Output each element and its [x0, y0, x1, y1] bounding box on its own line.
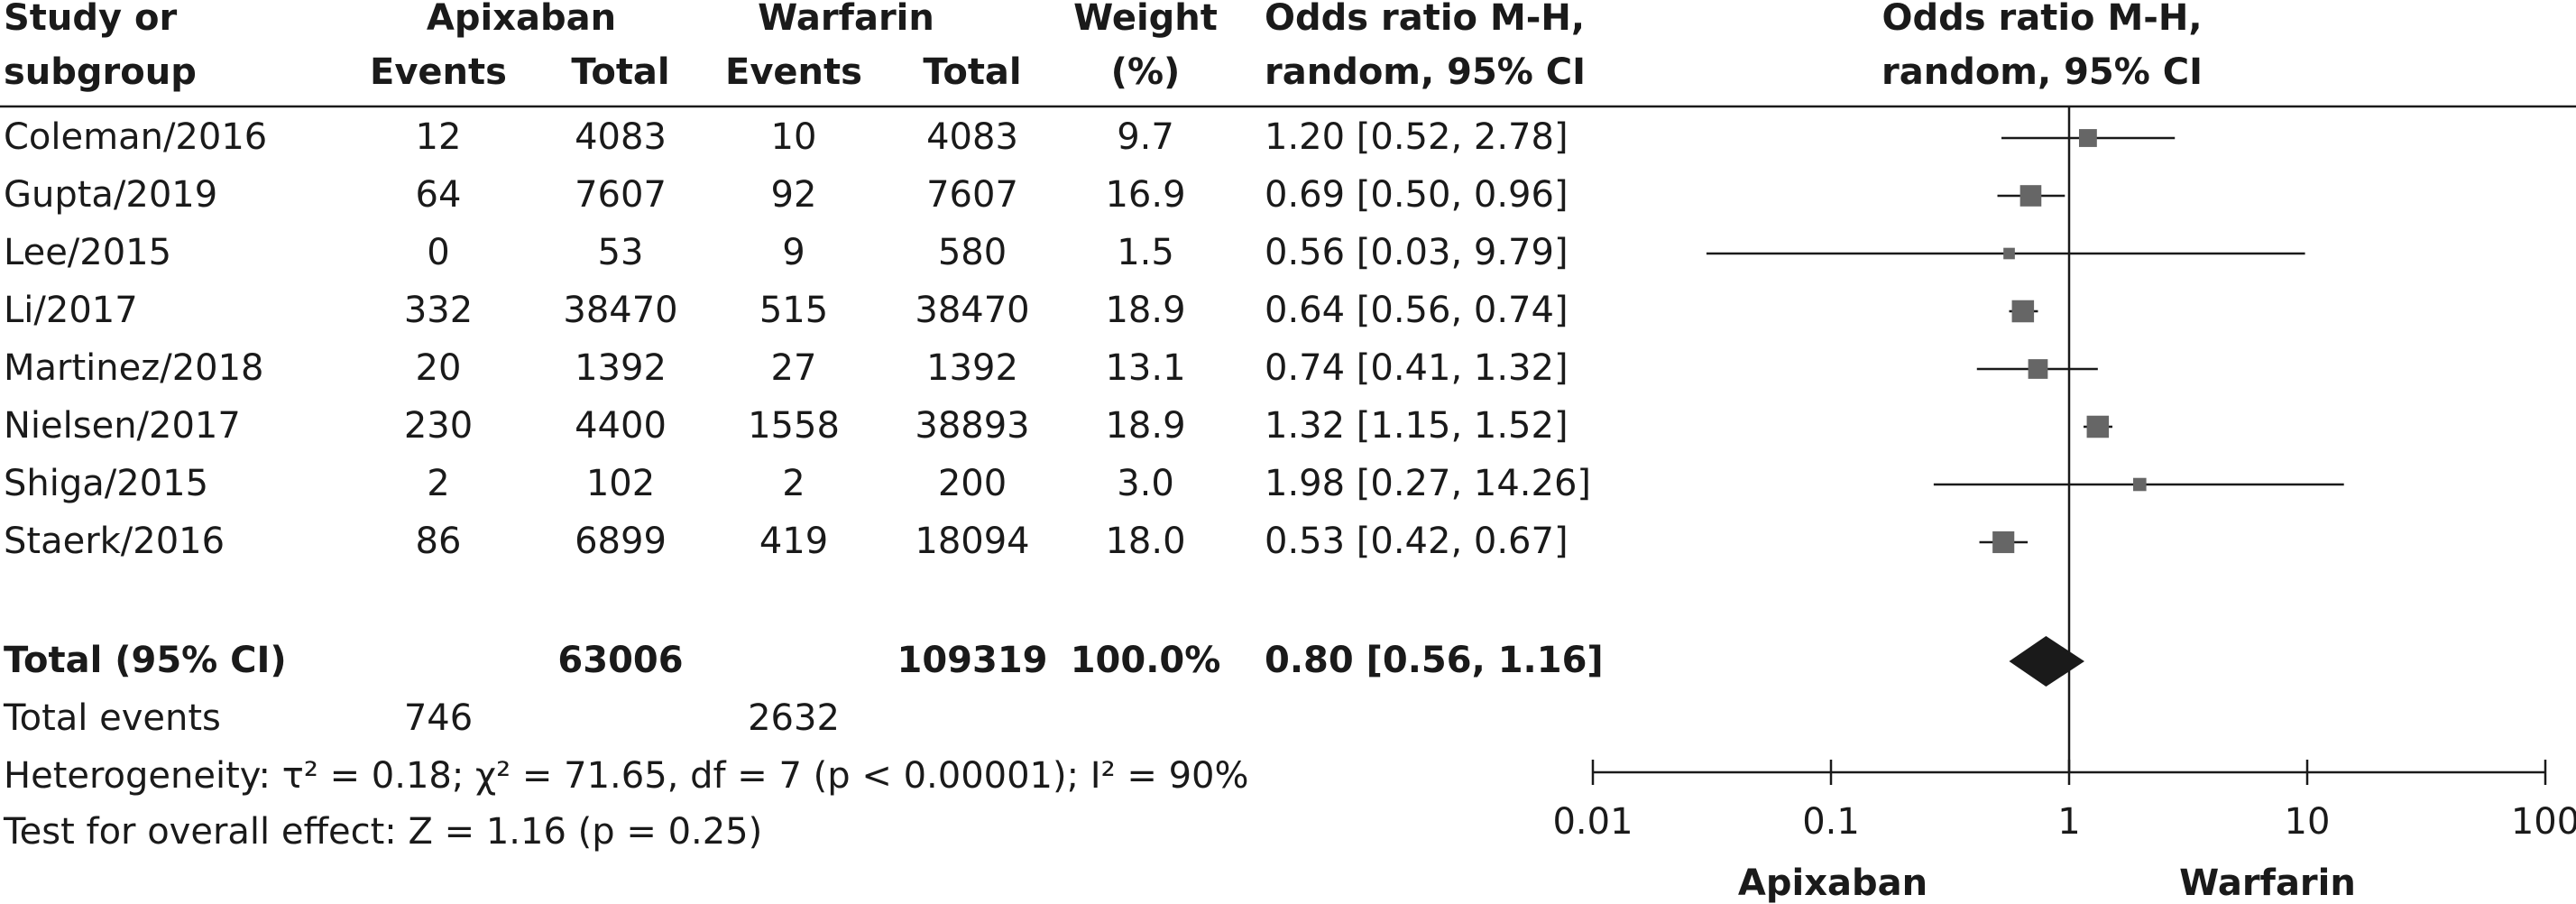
apixaban-total-cell: 7607 — [575, 174, 667, 216]
study-name: Coleman/2016 — [4, 116, 268, 158]
header-study-line2: subgroup — [4, 51, 197, 93]
total-events-label: Total events — [4, 697, 221, 739]
study-name: Staerk/2016 — [4, 521, 225, 562]
weight-cell: 18.9 — [1105, 290, 1186, 331]
warfarin-events-cell: 9 — [782, 232, 805, 273]
odds-ratio-ci-cell: 0.64 [0.56, 0.74] — [1265, 290, 1569, 331]
header-weight-line1: Weight — [1073, 0, 1218, 39]
header-plot-line2: random, 95% CI — [1881, 51, 2203, 93]
study-name: Shiga/2015 — [4, 463, 209, 504]
weight-cell: 9.7 — [1117, 116, 1174, 158]
apixaban-events-cell: 20 — [415, 347, 462, 389]
warfarin-total-cell: 580 — [937, 232, 1007, 273]
favours-left-label: Apixaban — [1738, 862, 1927, 904]
header-or-line1: Odds ratio M-H, — [1265, 0, 1586, 39]
apixaban-events-cell: 2 — [427, 463, 450, 504]
apixaban-grand-total: 63006 — [557, 640, 684, 681]
header-plot-line1: Odds ratio M-H, — [1881, 0, 2203, 39]
x-tick-label: 1 — [2057, 801, 2080, 843]
study-estimate-marker — [2011, 300, 2035, 323]
apixaban-events-cell: 12 — [415, 116, 462, 158]
warfarin-events-cell: 10 — [770, 116, 817, 158]
apixaban-total-cell: 6899 — [575, 521, 667, 562]
warfarin-total-cell: 38470 — [915, 290, 1030, 331]
odds-ratio-ci-cell: 0.53 [0.42, 0.67] — [1265, 521, 1569, 562]
study-estimate-marker — [1992, 530, 2015, 554]
apixaban-total-events: 746 — [403, 697, 474, 739]
apixaban-events-cell: 86 — [415, 521, 462, 562]
header-study-line1: Study or — [4, 0, 178, 39]
warfarin-events-cell: 27 — [770, 347, 817, 389]
apixaban-total-cell: 4400 — [575, 405, 667, 447]
odds-ratio-ci-cell: 1.20 [0.52, 2.78] — [1265, 116, 1569, 158]
weight-cell: 18.9 — [1105, 405, 1186, 447]
apixaban-total-cell: 53 — [597, 232, 644, 273]
warfarin-total-cell: 4083 — [926, 116, 1018, 158]
warfarin-events-cell: 2 — [782, 463, 805, 504]
weight-cell: 18.0 — [1105, 521, 1186, 562]
warfarin-total-cell: 7607 — [926, 174, 1018, 216]
study-estimate-marker — [2028, 359, 2048, 379]
header-apixaban-events: Events — [370, 51, 507, 93]
x-tick-label: 0.01 — [1552, 801, 1633, 843]
study-name: Lee/2015 — [4, 232, 172, 273]
apixaban-total-cell: 1392 — [575, 347, 667, 389]
x-tick-label: 0.1 — [1802, 801, 1860, 843]
overall-effect-test: Test for overall effect: Z = 1.16 (p = 0… — [4, 811, 763, 853]
heterogeneity-stats: Heterogeneity: τ² = 0.18; χ² = 71.65, df… — [4, 755, 1249, 797]
study-name: Li/2017 — [4, 290, 138, 331]
apixaban-events-cell: 64 — [415, 174, 462, 216]
apixaban-total-cell: 102 — [585, 463, 656, 504]
odds-ratio-ci-cell: 0.74 [0.41, 1.32] — [1265, 347, 1569, 389]
warfarin-total-events: 2632 — [748, 697, 840, 739]
study-name: Nielsen/2017 — [4, 405, 241, 447]
apixaban-total-cell: 38470 — [563, 290, 678, 331]
warfarin-total-cell: 18094 — [915, 521, 1030, 562]
weight-cell: 13.1 — [1105, 347, 1186, 389]
header-warfarin-events: Events — [725, 51, 862, 93]
x-tick-label: 10 — [2285, 801, 2331, 843]
study-name: Martinez/2018 — [4, 347, 264, 389]
header-warfarin-total: Total — [923, 51, 1022, 93]
weight-cell: 16.9 — [1105, 174, 1186, 216]
odds-ratio-ci-cell: 0.56 [0.03, 9.79] — [1265, 232, 1569, 273]
study-estimate-marker — [2086, 415, 2110, 438]
study-estimate-marker — [2019, 185, 2042, 207]
x-tick-label: 100 — [2511, 801, 2576, 843]
pooled-odds-ratio-ci: 0.80 [0.56, 1.16] — [1265, 640, 1604, 681]
study-estimate-marker — [2003, 247, 2015, 260]
weight-cell: 3.0 — [1117, 463, 1174, 504]
header-apixaban-total: Total — [571, 51, 670, 93]
total-label: Total (95% CI) — [4, 640, 287, 681]
warfarin-events-cell: 1558 — [748, 405, 840, 447]
study-estimate-marker — [2133, 477, 2147, 492]
odds-ratio-ci-cell: 0.69 [0.50, 0.96] — [1265, 174, 1569, 216]
apixaban-events-cell: 0 — [427, 232, 450, 273]
favours-right-label: Warfarin — [2179, 862, 2356, 904]
header-apixaban: Apixaban — [426, 0, 617, 39]
odds-ratio-ci-cell: 1.32 [1.15, 1.52] — [1265, 405, 1569, 447]
warfarin-total-cell: 200 — [937, 463, 1007, 504]
header-weight-line2: (%) — [1110, 51, 1181, 93]
warfarin-total-cell: 38893 — [915, 405, 1030, 447]
warfarin-grand-total: 109319 — [897, 640, 1048, 681]
study-estimate-marker — [2078, 129, 2097, 147]
warfarin-events-cell: 515 — [759, 290, 829, 331]
warfarin-events-cell: 92 — [770, 174, 817, 216]
pooled-estimate-diamond — [2009, 636, 2085, 687]
study-name: Gupta/2019 — [4, 174, 218, 216]
header-or-line2: random, 95% CI — [1265, 51, 1587, 93]
header-warfarin: Warfarin — [758, 0, 934, 39]
apixaban-total-cell: 4083 — [575, 116, 667, 158]
warfarin-events-cell: 419 — [759, 521, 829, 562]
apixaban-events-cell: 230 — [403, 405, 474, 447]
total-weight: 100.0% — [1070, 640, 1221, 681]
warfarin-total-cell: 1392 — [926, 347, 1018, 389]
odds-ratio-ci-cell: 1.98 [0.27, 14.26] — [1265, 463, 1591, 504]
weight-cell: 1.5 — [1117, 232, 1174, 273]
apixaban-events-cell: 332 — [403, 290, 474, 331]
